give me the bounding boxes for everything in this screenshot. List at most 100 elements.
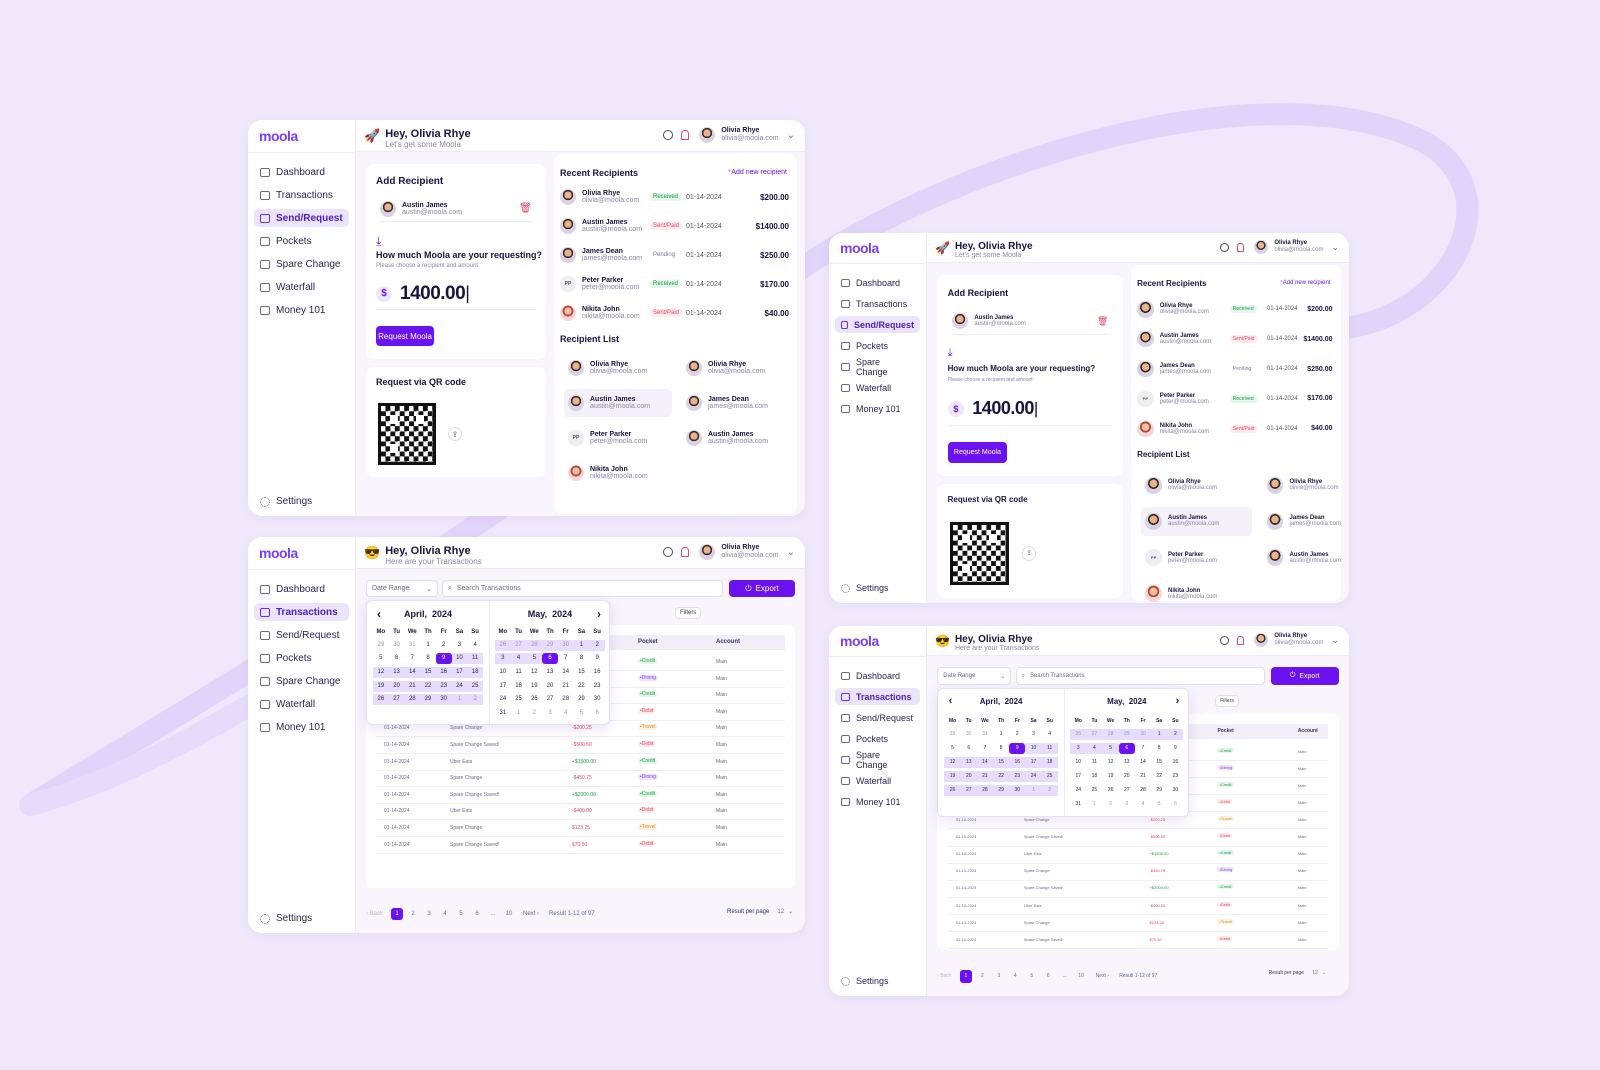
calendar-day[interactable]: 2 [589,639,605,651]
recipient-list-item[interactable]: PP Peter Parker peter@moola.com [1141,543,1252,572]
calendar-day[interactable]: 1 [516,709,521,716]
brand-logo[interactable]: moola [840,240,879,256]
page-button[interactable]: 2 [411,911,415,917]
calendar-day[interactable]: 25 [467,680,483,692]
settings-link[interactable]: Settings [841,583,889,593]
calendar-day[interactable]: 6 [394,655,399,662]
sidebar-item-waterfall[interactable]: Waterfall [254,278,349,296]
chevron-down-icon[interactable]: ⌄ [786,129,795,141]
page-button[interactable]: 6 [475,911,479,917]
filters-button[interactable]: Filters [675,607,702,619]
calendar-day[interactable]: 5 [1102,742,1119,755]
calendar-day[interactable]: 12 [530,669,538,676]
settings-link[interactable]: Settings [841,976,889,986]
sidebar-item-transactions[interactable]: Transactions [254,603,349,621]
calendar-day[interactable]: 3 [548,709,552,716]
sidebar-item-pockets[interactable]: Pockets [254,649,349,667]
recent-recipient-row[interactable]: James Dean james@moola.com Pending 01-14-… [1137,358,1333,381]
sidebar-item-pockets[interactable]: Pockets [835,337,920,354]
per-page-select[interactable]: Result per page 12 ⌄ [727,908,794,916]
calendar-day[interactable]: 24 [451,680,468,692]
calendar-day[interactable]: 19 [530,682,538,689]
calendar-day[interactable]: 30 [1134,728,1152,741]
table-row[interactable]: 01-14-2024 Spare Change Saved! +$2000.00… [947,882,1329,898]
calendar-day[interactable]: 29 [420,694,436,706]
page-button[interactable]: 1 [959,970,973,983]
table-row[interactable]: 01-14-2024 Uber Eats +$1500.00 •Credit M… [376,756,785,771]
calendar-day[interactable]: 12 [1107,758,1114,765]
table-row[interactable]: 01-14-2024 Spare Change Saved! +$2000.00… [376,789,785,804]
col-pocket[interactable]: Pocket [1217,728,1234,735]
calendar-day[interactable]: 26 [530,696,538,703]
calendar-day[interactable]: 5 [579,709,584,716]
calendar-day[interactable]: 20 [388,680,405,692]
calendar-day[interactable]: 7 [983,744,987,751]
calendar-day[interactable]: 6 [595,709,599,716]
calendar-day[interactable]: 30 [557,639,574,651]
add-new-recipient-link[interactable]: ⁺Add new recipient [727,169,787,176]
recipient-list-item[interactable]: Austin James austin@moola.com [1141,507,1253,536]
per-page-select[interactable]: Result per page 12 ⌄ [1268,970,1326,977]
calendar-day[interactable]: 26 [944,784,961,797]
calendar-day[interactable]: 15 [578,669,585,676]
bell-icon[interactable] [681,547,690,558]
calendar-day[interactable]: 2 [1109,800,1112,807]
calendar-day[interactable]: 5 [379,655,383,662]
calendar-day[interactable]: 24 [499,696,507,703]
trash-icon[interactable]: 🗑 [1096,315,1109,326]
calendar-day[interactable]: 5 [1157,800,1161,807]
back-button[interactable]: ‹ Back [366,911,384,917]
calendar-day[interactable]: 2 [1015,730,1019,737]
page-button[interactable]: 1 [391,908,404,920]
col-account[interactable]: Account [1297,728,1318,735]
settings-link[interactable]: Settings [260,496,312,507]
col-account[interactable]: Account [716,639,740,645]
calendar-day[interactable]: 11 [515,669,522,676]
calendar-day[interactable]: 27 [960,784,977,797]
calendar-day[interactable]: 23 [435,680,452,692]
calendar-day[interactable]: 1 [1025,784,1042,797]
calendar-day[interactable]: 13 [1124,758,1130,765]
sidebar-item-dashboard[interactable]: Dashboard [835,274,920,291]
bell-icon[interactable] [681,130,690,141]
calendar-day[interactable]: 31 [408,641,416,648]
recipient-list-item[interactable]: Olivia Rhye olivia@moola.com [1141,471,1252,500]
calendar-day[interactable]: 15 [1156,758,1162,765]
calendar-day[interactable]: 6 [967,744,971,751]
calendar-day[interactable]: 28 [1140,786,1146,793]
selected-recipient[interactable]: Austin James austin@moola.com 🗑 [951,308,1109,336]
table-row[interactable]: 01-14-2024 Spare Change Saved! $70.50 •D… [376,839,785,854]
calendar-day[interactable]: 4 [1141,800,1145,807]
calendar-day[interactable]: 24 [1075,786,1081,793]
col-pocket[interactable]: Pocket [638,639,658,645]
calendar-day[interactable]: 15 [420,667,436,679]
date-range-select[interactable]: Date Range ⌄ [937,667,1012,685]
calendar-day[interactable]: 23 [1172,772,1179,779]
calendar-day[interactable]: 1 [451,694,468,706]
next-month-icon[interactable]: › [597,607,601,621]
user-info[interactable]: Olivia Rhye olivia@moola.com [1274,240,1324,253]
sidebar-item-money-101[interactable]: Money 101 [254,718,349,736]
calendar-day[interactable]: 20 [546,682,554,689]
calendar-day[interactable]: 15 [993,756,1010,769]
calendar-day[interactable]: 6 [542,653,558,665]
calendar-day[interactable]: 27 [1124,786,1130,793]
calendar-day[interactable]: 22 [1156,772,1162,779]
search-icon[interactable] [663,130,674,141]
share-icon[interactable]: ⇪ [1021,546,1037,561]
calendar-day[interactable]: 22 [420,680,436,692]
recipient-list-item[interactable]: James Dean james@moola.com [1263,507,1349,536]
calendar-day[interactable]: 1 [1093,800,1096,807]
calendar-day[interactable]: 8 [579,655,584,662]
calendar-day[interactable]: 26 [1107,786,1114,793]
calendar-day[interactable]: 26 [373,694,389,706]
calendar-day[interactable]: 29 [1156,786,1162,793]
sidebar-item-transactions[interactable]: Transactions [835,295,920,312]
recent-recipient-row[interactable]: PP Peter Parker peter@moola.com Received … [560,273,789,295]
calendar-day[interactable]: 4 [564,709,568,716]
calendar-day[interactable]: 5 [951,744,954,751]
calendar-day[interactable]: 3 [1032,730,1035,737]
calendar-day[interactable]: 31 [1075,800,1081,807]
calendar-day[interactable]: 30 [1009,784,1026,797]
calendar-day[interactable]: 29 [949,730,956,737]
